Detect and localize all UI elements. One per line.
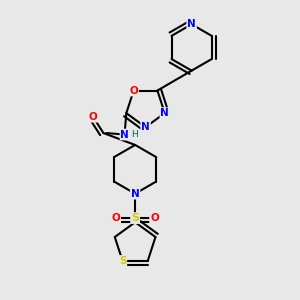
Text: N: N	[121, 130, 129, 140]
Text: S: S	[131, 213, 139, 223]
Text: N: N	[131, 189, 140, 199]
Text: O: O	[89, 112, 98, 122]
Text: O: O	[150, 213, 159, 223]
Text: O: O	[129, 85, 138, 96]
Text: S: S	[119, 256, 126, 266]
Text: O: O	[111, 213, 120, 223]
Text: H: H	[131, 130, 138, 139]
Text: N: N	[141, 122, 150, 132]
Text: N: N	[187, 19, 196, 29]
Text: N: N	[160, 108, 169, 118]
